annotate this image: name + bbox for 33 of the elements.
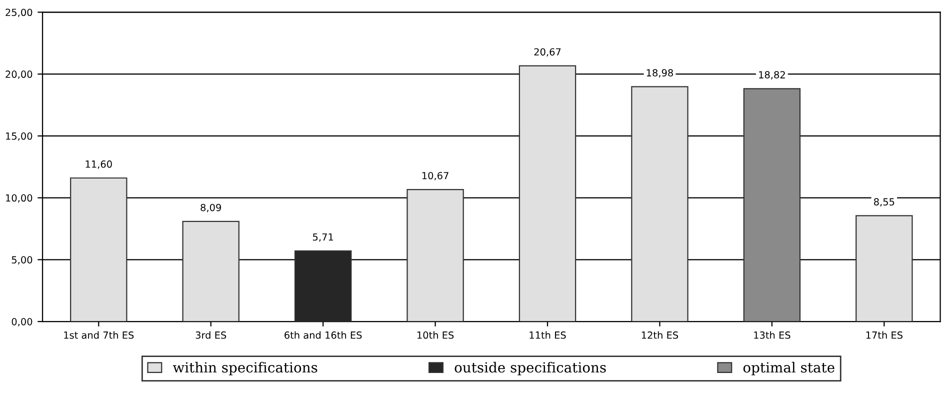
y-tick-label: 0,00 (12, 318, 32, 326)
x-tick-label: 11th ES (530, 331, 566, 339)
bar (631, 86, 688, 322)
y-tick-label: 10,00 (6, 194, 32, 203)
y-tick-label: 5,00 (12, 256, 32, 264)
bar (294, 250, 352, 322)
x-tick-label: 12th ES (642, 331, 678, 339)
bar (182, 220, 240, 322)
x-tick-label: 1st and 7th ES (64, 331, 134, 339)
x-tick-label: 17th ES (866, 331, 902, 339)
data-label: 18,98 (646, 69, 673, 78)
bar (518, 65, 576, 322)
bar (743, 88, 801, 322)
data-label: 8,09 (200, 204, 221, 212)
y-tick-label: 25,00 (6, 8, 32, 18)
x-tick-label: 6th and 16th ES (284, 331, 362, 339)
x-tick-label: 3rd ES (196, 331, 226, 339)
legend-label: optimal state (743, 362, 834, 376)
legend-label: outside specifications (454, 362, 606, 376)
x-tick-label: 10th ES (417, 331, 454, 339)
legend-label: within specifications (172, 362, 318, 376)
bar (406, 188, 464, 322)
y-tick-label: 15,00 (6, 132, 32, 141)
data-label: 11,60 (86, 160, 112, 169)
data-label: 20,67 (534, 48, 561, 57)
x-tick-label: 13th ES (754, 331, 790, 339)
data-label: 10,67 (422, 172, 448, 180)
bar (856, 215, 913, 322)
y-tick-label: 20,00 (6, 70, 32, 79)
data-label: 18,82 (759, 71, 785, 80)
data-label: 5,71 (313, 233, 333, 242)
data-label: 8,55 (874, 198, 894, 207)
bar (70, 177, 128, 322)
